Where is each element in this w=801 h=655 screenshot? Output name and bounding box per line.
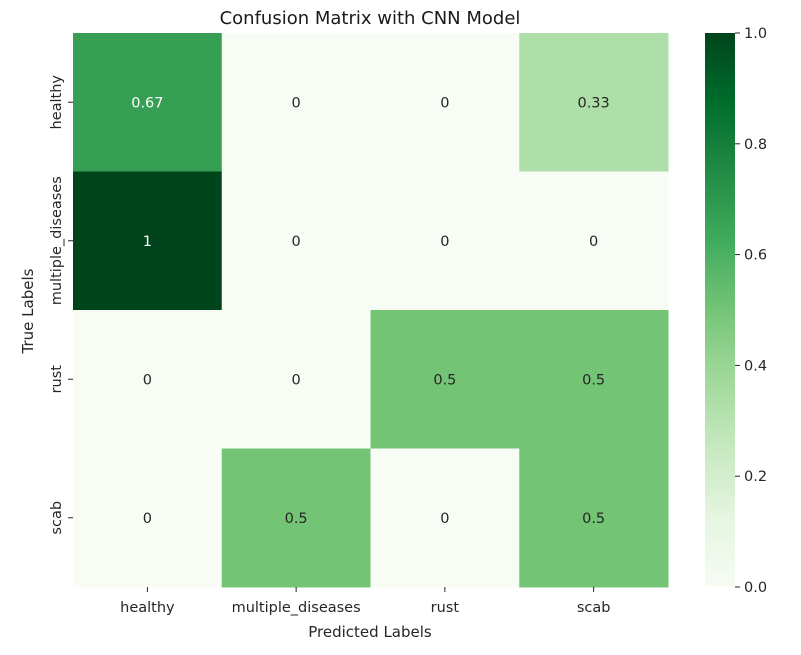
- chart-title: Confusion Matrix with CNN Model: [220, 8, 521, 29]
- cell-value-label: 0.5: [582, 372, 605, 388]
- cell-value-label: 0.5: [433, 372, 456, 388]
- heatmap-cells: 0.67 0 0 0.33 1 0 0 0 0 0 0.5 0.5 0 0.5 0 0.5: [73, 33, 669, 588]
- cell-value-label: 0: [143, 511, 152, 527]
- heatmap-cell: [73, 448, 223, 588]
- y-axis-label: True Labels: [19, 268, 37, 354]
- heatmap-cell: [221, 448, 371, 588]
- colorbar-tick-label: 0.0: [744, 580, 767, 596]
- x-tick-label: scab: [577, 600, 611, 616]
- colorbar-tick-label: 0.6: [744, 248, 767, 264]
- heatmap-cell: [519, 310, 669, 449]
- heatmap-cell: [370, 310, 520, 449]
- y-tick-label: rust: [49, 365, 65, 394]
- heatmap-cell: [519, 448, 669, 588]
- x-tick-label: healthy: [120, 600, 175, 616]
- y-tick-label: multiple_diseases: [49, 176, 65, 305]
- heatmap-cell: [73, 33, 223, 172]
- heatmap-cell: [370, 33, 520, 172]
- x-axis-ticks: healthy multiple_diseases rust scab: [120, 587, 610, 616]
- y-tick-label: scab: [49, 501, 65, 535]
- cell-value-label: 0: [440, 95, 449, 111]
- heatmap-cell: [370, 448, 520, 588]
- cell-value-label: 0.5: [582, 511, 605, 527]
- heatmap-cell: [73, 171, 223, 311]
- heatmap-cell: [519, 33, 669, 172]
- cell-value-label: 0: [292, 95, 301, 111]
- x-tick-label: rust: [431, 600, 460, 616]
- heatmap-cell: [519, 171, 669, 311]
- colorbar-tick-label: 0.4: [744, 358, 767, 374]
- cell-value-label: 0.5: [285, 511, 308, 527]
- x-axis-label: Predicted Labels: [308, 623, 432, 641]
- cell-value-label: 0.67: [131, 95, 163, 111]
- cell-value-label: 0.33: [577, 95, 609, 111]
- colorbar-tick-label: 1.0: [744, 26, 767, 42]
- colorbar-tick-label: 0.8: [744, 137, 767, 153]
- cell-value-label: 0: [292, 372, 301, 388]
- cell-value-label: 0: [143, 372, 152, 388]
- cell-value-label: 0: [292, 234, 301, 250]
- y-tick-label: healthy: [49, 75, 65, 130]
- heatmap-cell: [370, 171, 520, 311]
- heatmap-cell: [221, 33, 371, 172]
- cell-value-label: 0: [440, 511, 449, 527]
- heatmap-cell: [73, 310, 223, 449]
- heatmap-cell: [221, 310, 371, 449]
- heatmap-cell: [221, 171, 371, 311]
- cell-value-label: 1: [143, 234, 152, 250]
- x-tick-label: multiple_diseases: [232, 600, 361, 616]
- colorbar: [705, 33, 735, 587]
- colorbar-ticks: 0.0 0.2 0.4 0.6 0.8 1.0: [735, 26, 767, 596]
- cell-value-label: 0: [440, 234, 449, 250]
- cell-value-label: 0: [589, 234, 598, 250]
- colorbar-tick-label: 0.2: [744, 469, 767, 485]
